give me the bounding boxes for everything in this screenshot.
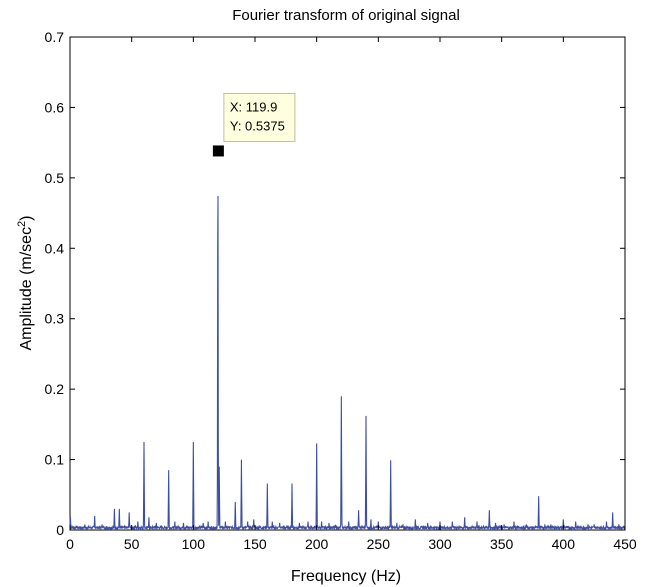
- y-tick-label: 0.5: [45, 170, 65, 186]
- x-tick-label: 300: [428, 536, 452, 552]
- axis-ticks: 0 50 100 150 200 250 300 350 400 450 0 0.1 0.2 0.3 0.4…: [45, 29, 637, 552]
- spectrum-line: [69, 195, 626, 531]
- spectrum-series: [69, 195, 626, 531]
- y-tick-label: 0.3: [45, 311, 65, 327]
- x-tick-label: 450: [613, 536, 637, 552]
- y-tick-label: 0: [56, 522, 64, 538]
- y-tick-label: 0.7: [45, 29, 65, 45]
- data-tip-x: X: 119.9: [230, 99, 277, 114]
- plot-area: 0 50 100 150 200 250 300 350 400 450 0 0.1 0.2 0.3 0.4…: [45, 29, 637, 552]
- x-tick-label: 250: [367, 536, 391, 552]
- peak-annotation[interactable]: X: 119.9 Y: 0.5375: [212, 92, 296, 157]
- x-tick-label: 350: [490, 536, 514, 552]
- y-axis-label-main: Amplitude (m/sec: [18, 227, 35, 351]
- y-tick-label: 0.2: [45, 381, 65, 397]
- y-axis-label-end: ): [18, 215, 35, 220]
- plot-frame: [69, 36, 626, 531]
- y-axis-label: Amplitude (m/sec2): [16, 215, 35, 350]
- y-tick-label: 0.4: [45, 240, 65, 256]
- x-axis-label: Frequency (Hz): [291, 568, 401, 585]
- x-tick-label: 50: [124, 536, 140, 552]
- x-tick-label: 400: [552, 536, 576, 552]
- x-tick-label: 200: [305, 536, 329, 552]
- chart-title: Fourier transform of original signal: [232, 7, 460, 24]
- x-tick-label: 0: [66, 536, 74, 552]
- data-cursor-marker[interactable]: [212, 145, 224, 157]
- y-tick-label: 0.6: [45, 99, 65, 115]
- x-tick-label: 100: [182, 536, 206, 552]
- data-tip-y: Y: 0.5375: [230, 118, 285, 133]
- y-axis-label-superscript: 2: [16, 221, 28, 227]
- y-tick-label: 0.1: [45, 452, 65, 468]
- data-tip-box: [223, 92, 296, 142]
- x-tick-label: 150: [243, 536, 267, 552]
